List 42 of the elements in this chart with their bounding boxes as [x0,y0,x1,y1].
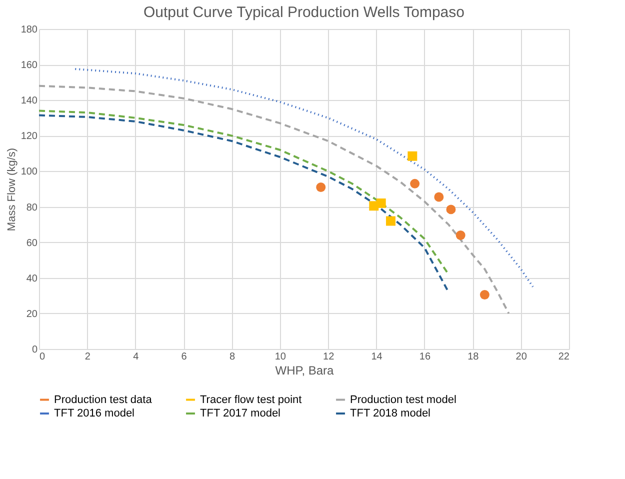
x-tick-label: 16 [419,352,431,362]
point [410,178,420,188]
x-tick-label: 8 [229,352,236,362]
x-tick-label: 14 [371,352,383,362]
y-tick-label: 140 [20,96,38,107]
x-tick-label: 6 [181,352,188,362]
y-tick-label: 180 [20,24,38,36]
point [434,192,444,202]
y-tick-label: 40 [26,273,38,284]
x-tick-label: 2 [84,352,91,362]
point [446,204,456,214]
y-tick-label: 60 [26,238,38,249]
x-tick-label: 0 [40,352,46,362]
legend-label: TFT 2016 model [54,408,135,420]
legend-label: Tracer flow test point [200,394,302,406]
point [316,182,326,192]
x-tick-label: 4 [133,352,140,362]
point [456,230,466,240]
y-tick-label: 120 [20,131,38,142]
point [386,216,396,226]
x-tick-label: 10 [274,352,286,362]
y-tick-label: 0 [32,344,38,356]
legend-label: Production test data [54,394,153,406]
x-tick-label: 20 [516,352,528,362]
y-tick-label: 20 [26,308,38,320]
x-tick-label: 22 [558,352,570,362]
legend-label: TFT 2018 model [350,408,431,420]
y-tick-label: 100 [20,166,38,178]
legend-label: TFT 2017 model [200,408,281,420]
y-axis-title: Mass Flow (kg/s) [6,148,18,232]
x-axis-title: WHP, Bara [275,364,334,378]
chart-title: Output Curve Typical Production Wells Tompaso [144,4,464,21]
y-tick-label: 160 [20,60,38,72]
line-series [39,84,510,314]
legend-label: Production test model [350,394,456,406]
point [376,198,386,208]
x-tick-label: 18 [468,352,480,362]
x-tick-label: 12 [323,352,335,362]
point [408,151,418,161]
line-series [74,68,534,288]
point [480,290,490,300]
y-tick-label: 80 [26,202,38,214]
